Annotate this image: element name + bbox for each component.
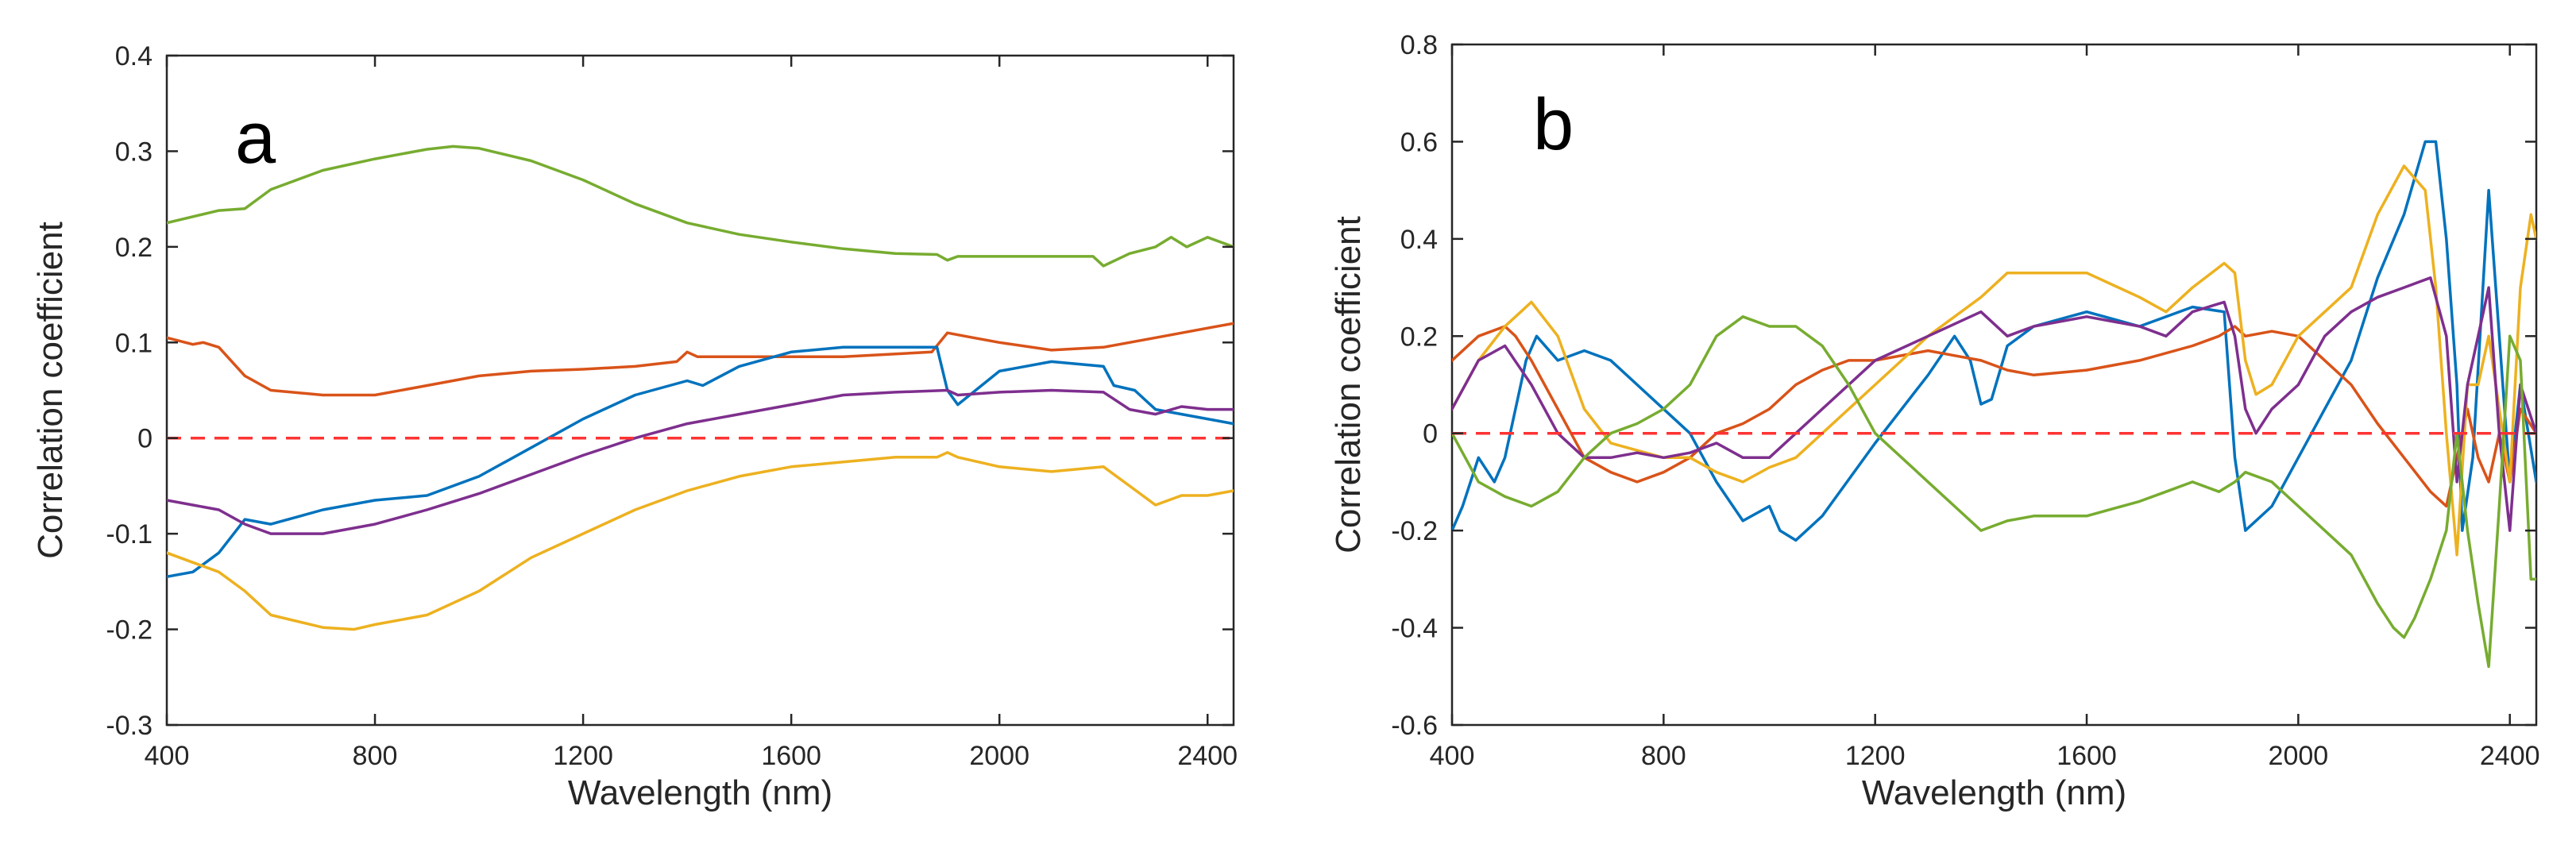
series-line-green xyxy=(1452,315,2536,669)
series-line-blue xyxy=(1452,140,2536,542)
y-tick-label: 0.3 xyxy=(115,137,153,167)
series-line-yellow xyxy=(167,451,1234,631)
y-tick-label: -0.4 xyxy=(1391,614,1438,644)
series-group xyxy=(1452,140,2536,669)
y-tick-label: -0.3 xyxy=(106,711,153,741)
y-tick-label: -0.1 xyxy=(106,519,153,549)
y-axis-label: Correlation coefficient xyxy=(31,222,70,559)
y-tick-label: 0.4 xyxy=(1400,225,1438,255)
series-line-blue xyxy=(167,345,1234,579)
x-axis-label: Wavelength (nm) xyxy=(568,773,832,812)
x-tick-label: 2400 xyxy=(1177,741,1238,771)
y-tick-label: -0.2 xyxy=(1391,516,1438,546)
y-tick-label: 0 xyxy=(137,424,153,454)
panel-label: a xyxy=(235,98,276,179)
series-line-green xyxy=(167,145,1234,268)
series-line-purple xyxy=(167,388,1234,535)
y-tick-label: 0.1 xyxy=(115,328,153,358)
x-tick-label: 2000 xyxy=(2269,741,2329,771)
x-tick-label: 400 xyxy=(145,741,190,771)
x-tick-label: 1200 xyxy=(553,741,613,771)
y-tick-label: 0.6 xyxy=(1400,127,1438,157)
x-tick-label: 2400 xyxy=(2480,741,2540,771)
y-tick-label: 0 xyxy=(1423,419,1438,449)
panel-label: b xyxy=(1533,84,1574,165)
y-tick-label: 0.8 xyxy=(1400,30,1438,60)
series-group xyxy=(167,145,1234,631)
y-tick-label: 0.4 xyxy=(115,41,153,71)
y-tick-label: 0.2 xyxy=(1400,322,1438,352)
plot-area-frame xyxy=(1450,43,2538,727)
x-tick-label: 400 xyxy=(1430,741,1475,771)
x-tick-label: 1200 xyxy=(1845,741,1906,771)
x-axis-label: Wavelength (nm) xyxy=(1862,773,2126,812)
y-tick-label: -0.2 xyxy=(106,615,153,646)
panel-a-chart: 400 800 1200 1600 2000 2400 -0.3 -0.2 -0.1 0 0.1 0.… xyxy=(31,41,1238,812)
x-tick-label: 800 xyxy=(353,741,398,771)
x-tick-label: 1600 xyxy=(2057,741,2117,771)
x-tick-label: 800 xyxy=(1641,741,1686,771)
x-tick-label: 2000 xyxy=(969,741,1029,771)
y-axis-label: Correlation coefficient xyxy=(1329,216,1368,553)
y-tick-label: -0.6 xyxy=(1391,711,1438,741)
series-line-orange xyxy=(167,322,1234,397)
x-tick-label: 1600 xyxy=(761,741,821,771)
y-tick-label: 0.2 xyxy=(115,233,153,263)
panel-b-chart: 400 800 1200 1600 2000 2400 -0.6 -0.4 -0.2 0 0.2 0.… xyxy=(1329,30,2540,812)
